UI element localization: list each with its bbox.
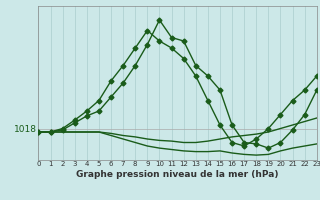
X-axis label: Graphe pression niveau de la mer (hPa): Graphe pression niveau de la mer (hPa) bbox=[76, 170, 279, 179]
